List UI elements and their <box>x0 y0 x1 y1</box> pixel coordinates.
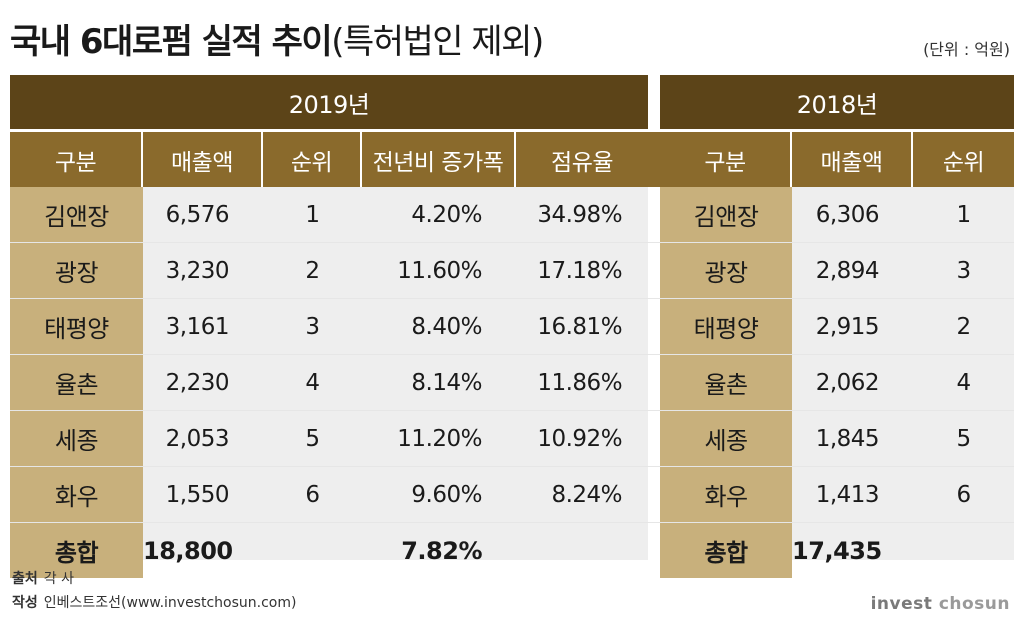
revenue-2018: 2,894 <box>792 243 914 299</box>
rank-2018: 6 <box>913 467 1015 523</box>
column-gap <box>648 355 661 411</box>
firm-name-2018: 태평양 <box>660 299 793 355</box>
share-2019: 17.18% <box>516 243 649 299</box>
logo-part-chosun: chosun <box>938 594 1010 614</box>
firm-name-2019: 화우 <box>10 467 143 523</box>
share-2019: 11.86% <box>516 355 649 411</box>
revenue-2019: 2,053 <box>143 411 263 467</box>
header-share-2019: 점유율 <box>516 132 649 187</box>
rank-2019: 6 <box>263 467 362 523</box>
column-gap <box>648 132 661 187</box>
firm-name-2019: 김앤장 <box>10 187 143 243</box>
column-gap <box>648 523 661 578</box>
column-gap <box>648 243 661 299</box>
table-row: 광장 3,230 2 11.60% 17.18% 광장 2,894 3 <box>10 243 1015 299</box>
revenue-2019: 6,576 <box>143 187 263 243</box>
column-gap <box>648 187 661 243</box>
total-label-2019: 총합 <box>10 523 143 578</box>
total-rank-2018 <box>913 523 1014 578</box>
rank-2019: 1 <box>263 187 362 243</box>
rank-2019: 5 <box>263 411 362 467</box>
header-growth-2019: 전년비 증가폭 <box>362 132 516 187</box>
page-title: 국내 6대로펌 실적 추이(특허법인 제외) <box>10 14 544 63</box>
table-row: 세종 2,053 5 11.20% 10.92% 세종 1,845 5 <box>10 411 1015 467</box>
table-row: 김앤장 6,576 1 4.20% 34.98% 김앤장 6,306 1 <box>10 187 1015 243</box>
column-gap <box>648 299 661 355</box>
header-revenue-2019: 매출액 <box>143 132 263 187</box>
growth-2019: 4.20% <box>362 187 516 243</box>
rank-2019: 2 <box>263 243 362 299</box>
group-2018: 2018년 <box>660 75 1015 132</box>
firm-name-2018: 화우 <box>660 467 793 523</box>
growth-2019: 9.60% <box>362 467 516 523</box>
revenue-2019: 2,230 <box>143 355 263 411</box>
growth-2019: 11.20% <box>362 411 516 467</box>
firm-name-2019: 태평양 <box>10 299 143 355</box>
firm-name-2019: 세종 <box>10 411 143 467</box>
firm-name-2018: 광장 <box>660 243 793 299</box>
total-share-2019 <box>516 523 648 578</box>
rank-2018: 4 <box>913 355 1015 411</box>
share-2019: 16.81% <box>516 299 649 355</box>
header-rank-2018: 순위 <box>913 132 1015 187</box>
title-sub: (특허법인 제외) <box>331 22 544 62</box>
total-revenue-2019: 18,800 <box>143 536 233 565</box>
header-rank-2019: 순위 <box>263 132 362 187</box>
author-line: 작성 인베스트조선(www.investchosun.com) <box>12 592 296 612</box>
group-2019: 2019년 <box>10 75 649 132</box>
rank-2019: 4 <box>263 355 362 411</box>
table-row: 태평양 3,161 3 8.40% 16.81% 태평양 2,915 2 <box>10 299 1015 355</box>
column-header-row: 구분 매출액 순위 전년비 증가폭 점유율 구분 매출액 순위 <box>10 132 1015 187</box>
author-label: 작성 <box>12 595 38 611</box>
firm-name-2018: 김앤장 <box>660 187 793 243</box>
revenue-2019: 1,550 <box>143 467 263 523</box>
firm-name-2018: 세종 <box>660 411 793 467</box>
unit-label: (단위 : 억원) <box>923 40 1010 59</box>
share-2019: 10.92% <box>516 411 649 467</box>
header-firm-2018: 구분 <box>660 132 793 187</box>
revenue-2018: 1,845 <box>792 411 914 467</box>
investchosun-logo: invest chosun <box>871 594 1010 614</box>
total-row: 총합 18,800 7.82% 총합 17,435 <box>10 523 1014 578</box>
total-revenue-2018: 17,435 <box>792 536 882 565</box>
rank-2018: 3 <box>913 243 1015 299</box>
data-table-panel: 2019년 2018년 구분 매출액 순위 전년비 증가폭 점유율 구분 매출액… <box>10 75 1015 578</box>
author-value: 인베스트조선(www.investchosun.com) <box>43 595 297 611</box>
total-label-2018: 총합 <box>660 523 793 578</box>
firm-name-2019: 율촌 <box>10 355 143 411</box>
table-row: 율촌 2,230 4 8.14% 11.86% 율촌 2,062 4 <box>10 355 1015 411</box>
total-rank-2019 <box>263 523 362 578</box>
table-row: 화우 1,550 6 9.60% 8.24% 화우 1,413 6 <box>10 467 1015 523</box>
growth-2019: 11.60% <box>362 243 516 299</box>
source-label: 출처 <box>12 571 38 587</box>
revenue-2018: 2,062 <box>792 355 914 411</box>
header-revenue-2018: 매출액 <box>792 132 914 187</box>
column-gap <box>648 75 661 132</box>
revenue-2018: 1,413 <box>792 467 914 523</box>
year-header-row: 2019년 2018년 <box>10 75 1015 132</box>
firm-name-2018: 율촌 <box>660 355 793 411</box>
header-firm-2019: 구분 <box>10 132 143 187</box>
share-2019: 34.98% <box>516 187 649 243</box>
title-main: 국내 6대로펌 실적 추이 <box>10 22 333 62</box>
rank-2018: 2 <box>913 299 1015 355</box>
data-table: 2019년 2018년 구분 매출액 순위 전년비 증가폭 점유율 구분 매출액… <box>10 75 1015 578</box>
revenue-2018: 6,306 <box>792 187 914 243</box>
revenue-2019: 3,230 <box>143 243 263 299</box>
rank-2018: 5 <box>913 411 1015 467</box>
column-gap <box>648 467 661 523</box>
revenue-2019: 3,161 <box>143 299 263 355</box>
growth-2019: 8.14% <box>362 355 516 411</box>
source-value: 각 사 <box>43 571 74 587</box>
logo-part-invest: invest <box>870 594 933 614</box>
rank-2018: 1 <box>913 187 1015 243</box>
firm-name-2019: 광장 <box>10 243 143 299</box>
source-line: 출처 각 사 <box>12 568 74 588</box>
share-2019: 8.24% <box>516 467 649 523</box>
rank-2019: 3 <box>263 299 362 355</box>
growth-2019: 8.40% <box>362 299 516 355</box>
revenue-2018: 2,915 <box>792 299 914 355</box>
total-growth-2019: 7.82% <box>401 536 482 565</box>
column-gap <box>648 411 661 467</box>
